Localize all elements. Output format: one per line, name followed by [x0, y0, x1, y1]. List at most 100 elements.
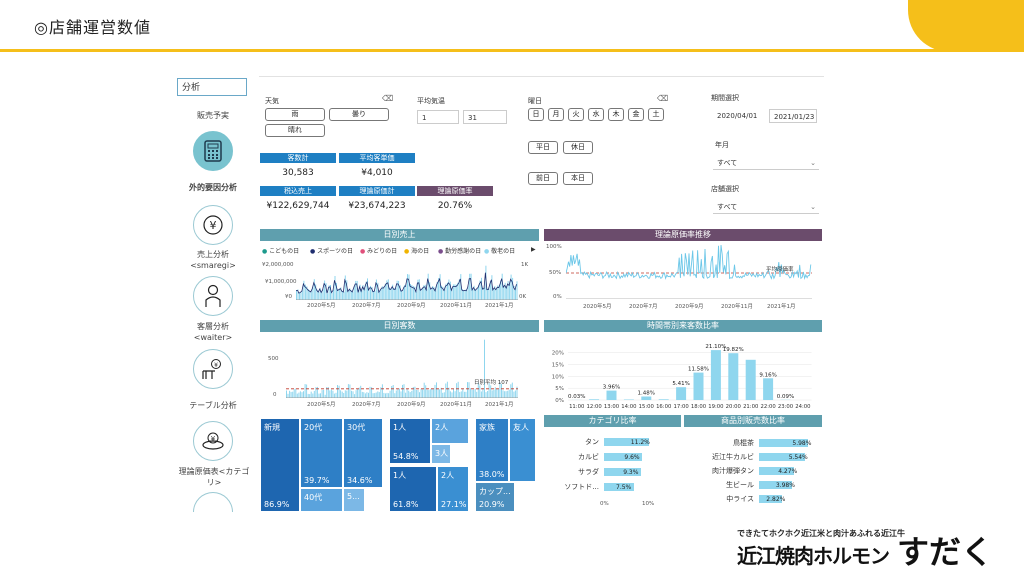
category-bar[interactable]: [604, 438, 649, 446]
weekday-chip-mon[interactable]: 月: [548, 108, 564, 121]
customers-bar: [388, 393, 390, 398]
cost-x-tick: 2020年11月: [721, 304, 753, 310]
customers-bar: [306, 384, 308, 398]
treemap-cell[interactable]: 2人: [431, 418, 469, 444]
legend-item[interactable]: ● みどりの日: [360, 246, 397, 255]
customers-bar: [323, 389, 325, 398]
treemap-cell[interactable]: 1人 61.8%: [389, 466, 437, 512]
weekday-chip-fri[interactable]: 金: [628, 108, 644, 121]
temperature-min-input[interactable]: 1: [417, 110, 459, 124]
customers-bar: [366, 392, 368, 398]
temperature-max-input[interactable]: 31: [463, 110, 507, 124]
sales-bar: [516, 281, 518, 300]
weather-chip-cloudy[interactable]: 曇り: [329, 108, 389, 121]
sidebar-item-external-factors[interactable]: [193, 131, 233, 171]
sales-bar: [340, 287, 342, 300]
treemap-cell[interactable]: 5...: [343, 488, 365, 512]
sidebar-item-cost-category[interactable]: ¥: [193, 421, 233, 461]
customers-bar: [303, 391, 304, 398]
period-to-input[interactable]: 2021/01/23: [769, 109, 817, 123]
eraser-icon[interactable]: ⌫: [382, 94, 394, 103]
treemap-cell[interactable]: 30代 34.6%: [343, 418, 383, 488]
customers-bar: [451, 392, 453, 398]
product-bar[interactable]: [759, 439, 809, 447]
hourly-x-tick: 24:00: [795, 404, 811, 410]
product-bar[interactable]: [759, 495, 783, 503]
treemap-cell[interactable]: 家族 38.0%: [475, 418, 509, 482]
customers-bar: [385, 393, 386, 398]
sidebar-item-more[interactable]: [193, 492, 233, 512]
customers-bar: [428, 390, 430, 398]
weekday-chip-sun[interactable]: 日: [528, 108, 544, 121]
legend-next-arrow[interactable]: ▶: [531, 246, 536, 253]
eraser-icon[interactable]: ⌫: [657, 94, 669, 103]
hourly-header: 時間帯別来客数比率: [544, 320, 822, 332]
customers-bar: [321, 390, 323, 398]
product-bar[interactable]: [759, 467, 795, 475]
sidebar-search-box[interactable]: 分析: [177, 78, 247, 96]
treemap-cell[interactable]: カップ... 20.9%: [475, 482, 515, 512]
treemap-cell[interactable]: 40代: [300, 488, 343, 512]
weekday-chip-tue[interactable]: 火: [568, 108, 584, 121]
product-bar[interactable]: [759, 453, 805, 461]
daytype-chip-weekday[interactable]: 平日: [528, 141, 558, 154]
category-bar[interactable]: [604, 453, 643, 461]
legend-item[interactable]: ● 海の日: [404, 246, 429, 255]
category-bar-label: サラダ: [578, 468, 599, 476]
legend-item[interactable]: ● スポーツの日: [310, 246, 353, 255]
weekday-chip-wed[interactable]: 水: [588, 108, 604, 121]
customers-bar: [287, 393, 289, 398]
customers-bar: [516, 386, 518, 398]
weekday-chip-sat[interactable]: 土: [648, 108, 664, 121]
weather-chip-rain[interactable]: 雨: [265, 108, 325, 121]
sidebar-item-sales-plan[interactable]: 販売予実: [197, 111, 229, 120]
product-bar-label: 肉汁爆弾タン: [712, 467, 754, 475]
treemap-cell[interactable]: 2人 27.1%: [437, 466, 469, 512]
period-from-input[interactable]: 2020/04/01: [713, 109, 765, 123]
legend-item[interactable]: ● 敬老の日: [484, 246, 515, 255]
weekday-chip-thu[interactable]: 木: [608, 108, 624, 121]
legend-item[interactable]: ● 勤労感謝の日: [438, 246, 481, 255]
weather-chip-sunny[interactable]: 晴れ: [265, 124, 325, 137]
kpi-cost-total-label: 理論原価計: [339, 186, 415, 196]
store-dropdown-value: すべて: [717, 203, 738, 211]
treemap-cell[interactable]: 新規 86.9%: [260, 418, 300, 512]
legend-item[interactable]: ● こどもの日: [262, 246, 299, 255]
customers-bar: [369, 386, 371, 398]
product-bar[interactable]: [759, 481, 792, 489]
treemap-cell[interactable]: 20代 39.7%: [300, 418, 343, 488]
customers-bar: [298, 392, 300, 398]
legend-label: スポーツの日: [317, 248, 354, 255]
treemap-cell[interactable]: 3人: [431, 444, 451, 464]
hourly-data-label: 9.16%: [759, 372, 776, 378]
customers-bar: [446, 381, 448, 398]
prevday-chip-today[interactable]: 本日: [563, 172, 593, 185]
year-dropdown[interactable]: すべて ⌄: [713, 156, 819, 170]
category-bar[interactable]: [604, 483, 634, 491]
store-dropdown[interactable]: すべて ⌄: [713, 200, 819, 214]
customers-bar: [329, 390, 331, 398]
sales-bar: [310, 291, 312, 300]
sales-bar: [469, 273, 471, 300]
sales-bar: [460, 274, 462, 300]
svg-text:¥: ¥: [210, 219, 217, 232]
sidebar-item-sales-analysis[interactable]: ¥: [193, 205, 233, 245]
category-bar[interactable]: [604, 468, 642, 476]
customers-bar: [333, 393, 335, 398]
sidebar-item-customer-analysis[interactable]: [193, 276, 233, 316]
treemap-cell[interactable]: 1人 54.8%: [389, 418, 431, 464]
sales-bar: [324, 280, 326, 300]
product-bar-label: 近江牛カルビ: [712, 453, 754, 461]
treemap-cell[interactable]: 友人: [509, 418, 536, 482]
prevday-chip-previous[interactable]: 前日: [528, 172, 558, 185]
sidebar-item-table-analysis[interactable]: ¥: [193, 349, 233, 389]
sales-bar: [373, 291, 374, 300]
hourly-bar: [763, 378, 774, 400]
calculator-icon: [204, 140, 222, 162]
daytype-chip-holiday[interactable]: 休日: [563, 141, 593, 154]
sales-bar: [448, 279, 450, 300]
hourly-x-tick: 20:00: [726, 404, 742, 410]
treemap-cell-percent: 39.7%: [304, 476, 330, 485]
sales-bar: [321, 292, 323, 300]
header-divider: [0, 49, 1024, 52]
